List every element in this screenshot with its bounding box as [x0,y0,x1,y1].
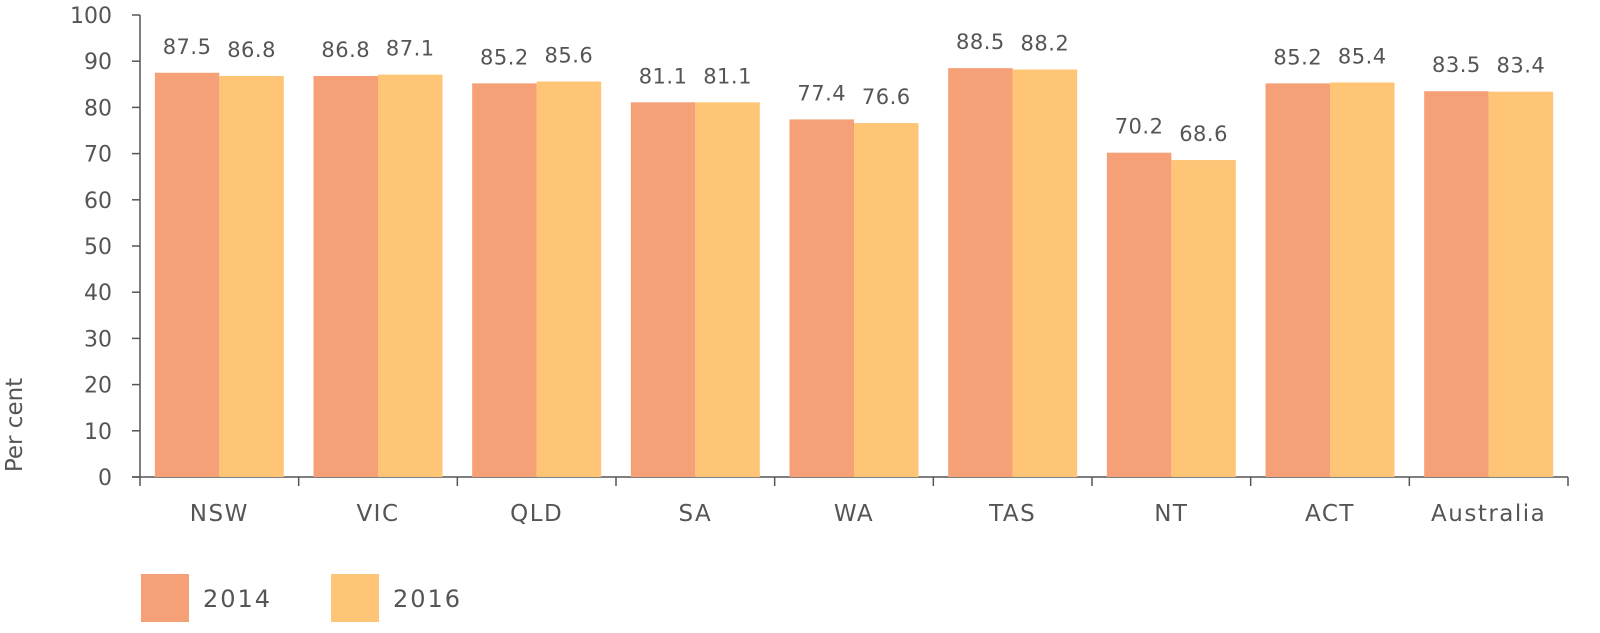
data-labels: 87.5 86.8 86.8 87.1 85.2 85.6 81.1 81.1 77.4 76.6… [163,30,1546,146]
bar-2014-SA [630,102,696,478]
data-label-2014-ACT: 85.2 [1273,45,1322,69]
data-label-2014-TAS: 88.5 [956,30,1005,54]
bar-2014-ACT [1265,83,1330,477]
x-category-label: SA [678,501,712,527]
data-label-2014-SA: 81.1 [639,64,688,88]
x-category-label: NSW [190,501,249,527]
data-label-2014-QLD: 85.2 [480,45,529,69]
y-tick-label: 100 [70,4,112,29]
legend-swatch-2014 [141,574,189,622]
data-label-2014-NSW: 87.5 [163,35,212,59]
data-label-2014-VIC: 86.8 [321,38,370,62]
bar-2014-TAS [948,68,1013,477]
bars [154,68,1554,478]
x-category-label: TAS [988,501,1036,527]
y-tick-label: 10 [84,420,112,445]
data-label-2016-TAS: 88.2 [1021,32,1070,56]
bar-2014-WA [789,119,854,478]
data-label-2016-NT: 68.6 [1179,122,1228,146]
bar-2016-QLD [536,81,602,477]
data-label-2014-Australia: 83.5 [1432,53,1481,77]
data-label-2016-QLD: 85.6 [545,44,594,68]
y-tick-label: 20 [84,374,112,399]
bar-2014-QLD [472,83,537,477]
axes: 0 10 20 30 40 50 60 70 80 90 100 NSW VIC QLD SA WA TAS NT… [70,4,1569,527]
data-label-2016-Australia: 83.4 [1497,54,1546,78]
y-tick-label: 0 [98,466,112,491]
bar-2014-NT [1106,152,1172,477]
x-category-label: VIC [356,501,399,527]
data-label-2014-WA: 77.4 [797,81,846,105]
data-label-2016-NSW: 86.8 [227,38,276,62]
bar-2014-NSW [154,72,220,477]
legend-label-2014: 2014 [203,585,272,613]
legend-swatch-2016 [331,574,379,622]
bar-2016-Australia [1488,91,1554,477]
bar-2016-SA [695,102,760,478]
x-category-label: ACT [1305,501,1355,527]
legend-label-2016: 2016 [393,585,462,613]
y-axis-title: Per cent [2,378,28,472]
bar-2016-NT [1171,160,1236,477]
legend: 2014 2016 [141,574,462,622]
bar-2016-TAS [1012,69,1078,478]
y-tick-label: 60 [84,189,112,214]
y-tick-label: 30 [84,327,112,352]
x-category-label: QLD [510,501,563,527]
bar-2016-VIC [378,74,443,478]
y-tick-label: 80 [84,96,112,121]
data-label-2016-VIC: 87.1 [386,37,435,61]
bar-2014-Australia [1424,91,1489,477]
x-category-label: WA [834,501,874,527]
data-label-2016-SA: 81.1 [703,64,752,88]
x-category-label: Australia [1431,501,1546,527]
data-label-2016-WA: 76.6 [862,85,911,109]
data-label-2016-ACT: 85.4 [1338,44,1387,68]
bar-2016-NSW [219,75,284,477]
y-tick-label: 40 [84,281,112,306]
y-tick-label: 70 [84,143,112,168]
x-category-label: NT [1154,501,1188,527]
y-tick-label: 50 [84,235,112,260]
bar-2016-ACT [1330,82,1395,478]
data-label-2014-NT: 70.2 [1115,115,1164,139]
y-tick-label: 90 [84,50,112,75]
bar-2014-VIC [313,75,378,477]
bar-2016-WA [854,123,919,477]
